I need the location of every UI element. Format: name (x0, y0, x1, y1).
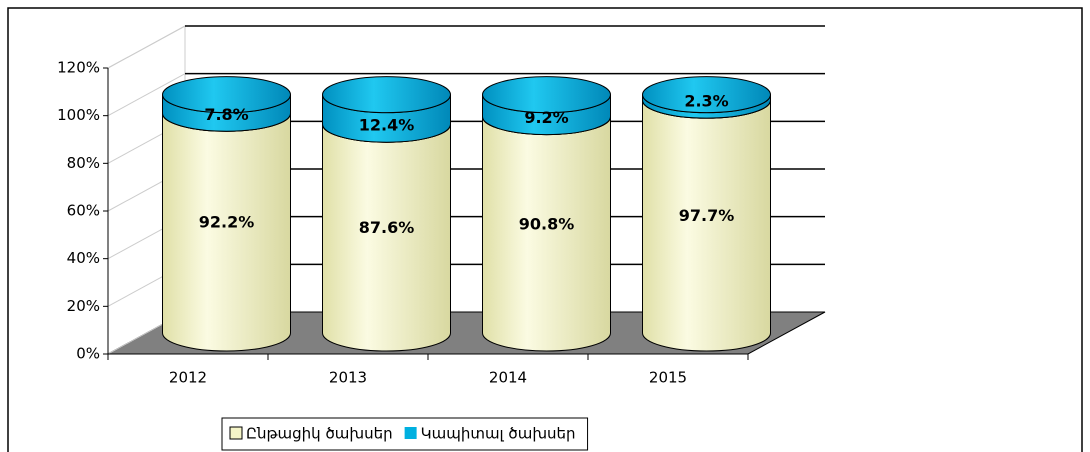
cylinder (642, 100, 771, 352)
cylinder-top (642, 76, 771, 114)
value-label: 2.3% (684, 92, 728, 111)
legend-swatch (404, 427, 417, 439)
y-tick-label: 20% (67, 297, 100, 315)
value-label: 9.2% (524, 108, 568, 127)
value-label: 90.8% (519, 214, 575, 233)
frame (7, 7, 1083, 452)
y-tick-label: 120% (57, 59, 100, 77)
legend-label: Ընթացիկ ծախսեր (246, 425, 393, 443)
y-tick-label: 100% (57, 106, 100, 124)
y-tick-label: 80% (67, 154, 100, 172)
x-tick-label: 2013 (329, 369, 367, 387)
y-tick-label: 40% (67, 249, 100, 267)
value-label: 97.7% (679, 206, 735, 225)
value-label: 87.6% (359, 218, 415, 237)
cylinder (482, 116, 611, 352)
x-tick-label: 2012 (169, 369, 207, 387)
x-tick-label: 2014 (489, 369, 527, 387)
legend-label: Կապիտալ ծախսեր (421, 425, 576, 443)
y-tick-label: 0% (76, 345, 100, 363)
diag-grid (107, 25, 186, 69)
cylinder (162, 113, 291, 352)
y-tick-label: 60% (67, 202, 100, 220)
value-label: 92.2% (199, 213, 255, 232)
x-tick-label: 2015 (649, 369, 687, 387)
cylinder-top (162, 76, 291, 114)
value-label: 7.8% (204, 105, 248, 124)
value-label: 12.4% (359, 116, 415, 135)
legend-swatch (229, 426, 243, 440)
diag-grid (107, 73, 186, 117)
cylinder-top (322, 76, 451, 114)
cylinder (322, 124, 451, 352)
cylinder-top (482, 76, 611, 114)
legend: Ընթացիկ ծախսեր Կապիտալ ծախսեր (221, 417, 589, 451)
